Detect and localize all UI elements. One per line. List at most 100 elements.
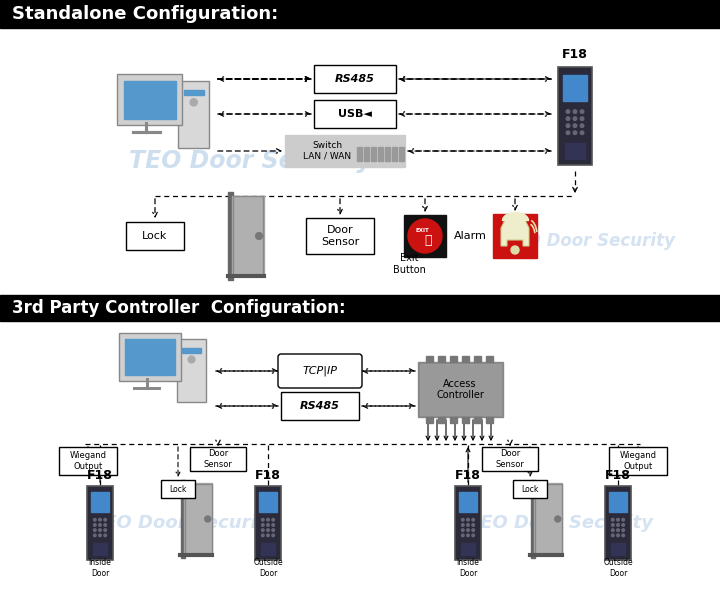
Circle shape — [99, 524, 102, 526]
Bar — [474, 417, 480, 423]
Bar — [0, 321, 720, 591]
FancyBboxPatch shape — [558, 67, 592, 165]
Bar — [0, 295, 720, 321]
Bar — [485, 356, 492, 362]
Bar — [184, 90, 204, 95]
FancyBboxPatch shape — [233, 196, 264, 275]
Bar — [181, 480, 184, 558]
Circle shape — [580, 117, 584, 121]
Circle shape — [188, 356, 195, 363]
Circle shape — [622, 518, 624, 521]
Text: TEO Door Security: TEO Door Security — [467, 514, 652, 532]
FancyBboxPatch shape — [59, 447, 117, 475]
Text: RS485: RS485 — [335, 74, 375, 84]
Bar — [438, 356, 444, 362]
Text: LAN / WAN: LAN / WAN — [303, 151, 351, 161]
Bar — [125, 339, 174, 375]
Circle shape — [611, 534, 614, 537]
FancyBboxPatch shape — [306, 218, 374, 254]
Circle shape — [566, 117, 570, 121]
Text: Door
Sensor: Door Sensor — [204, 449, 233, 469]
Circle shape — [566, 124, 570, 128]
Bar — [485, 417, 492, 423]
Circle shape — [611, 524, 614, 526]
Circle shape — [511, 246, 519, 254]
Circle shape — [573, 124, 577, 128]
FancyBboxPatch shape — [177, 339, 207, 402]
Bar — [124, 81, 176, 119]
Text: Outside
Door: Outside Door — [603, 558, 633, 577]
FancyBboxPatch shape — [119, 333, 181, 381]
Text: TEO Door Security: TEO Door Security — [505, 232, 675, 250]
Bar — [392, 147, 397, 161]
Circle shape — [104, 524, 107, 526]
Text: Outside
Door: Outside Door — [253, 558, 283, 577]
Bar — [418, 362, 503, 417]
FancyBboxPatch shape — [482, 447, 538, 471]
Bar — [371, 147, 376, 161]
Bar — [357, 147, 362, 161]
Circle shape — [261, 534, 264, 537]
FancyBboxPatch shape — [87, 486, 113, 560]
Circle shape — [99, 518, 102, 521]
Bar — [93, 543, 107, 555]
Circle shape — [611, 529, 614, 531]
Bar — [462, 356, 469, 362]
Circle shape — [622, 524, 624, 526]
Bar — [182, 348, 201, 353]
Circle shape — [104, 534, 107, 537]
Bar — [0, 0, 720, 28]
Bar — [438, 417, 444, 423]
Bar — [534, 483, 562, 554]
Text: Exit
Button: Exit Button — [392, 253, 426, 275]
Text: Controller: Controller — [436, 390, 484, 400]
Circle shape — [99, 529, 102, 531]
Bar — [531, 480, 534, 558]
Circle shape — [99, 534, 102, 537]
Text: Wiegand
Output: Wiegand Output — [619, 452, 657, 470]
Text: Door
Sensor: Door Sensor — [495, 449, 524, 469]
Circle shape — [94, 524, 96, 526]
Circle shape — [261, 529, 264, 531]
Circle shape — [104, 518, 107, 521]
Bar — [462, 417, 469, 423]
Circle shape — [472, 534, 474, 537]
Text: TEO Door Security: TEO Door Security — [129, 149, 372, 173]
Circle shape — [190, 99, 197, 106]
Circle shape — [611, 518, 614, 521]
Text: Access: Access — [444, 379, 477, 389]
Circle shape — [617, 529, 619, 531]
Circle shape — [462, 534, 464, 537]
Bar — [285, 135, 405, 167]
FancyBboxPatch shape — [534, 484, 562, 554]
Circle shape — [573, 117, 577, 121]
Bar — [461, 543, 475, 555]
FancyBboxPatch shape — [256, 486, 281, 560]
Text: Lock: Lock — [169, 485, 186, 493]
Bar — [609, 492, 627, 512]
Circle shape — [622, 534, 624, 537]
Polygon shape — [501, 220, 529, 246]
Bar — [426, 356, 433, 362]
Circle shape — [617, 534, 619, 537]
FancyBboxPatch shape — [609, 447, 667, 475]
Circle shape — [462, 529, 464, 531]
Text: Switch: Switch — [312, 141, 342, 151]
Text: Lock: Lock — [521, 485, 539, 493]
Circle shape — [472, 524, 474, 526]
Circle shape — [554, 516, 561, 522]
Circle shape — [467, 534, 469, 537]
Circle shape — [272, 524, 274, 526]
FancyBboxPatch shape — [184, 484, 212, 554]
Bar — [426, 417, 433, 423]
Bar — [0, 28, 720, 296]
Circle shape — [408, 219, 442, 253]
Text: Wiegand
Output: Wiegand Output — [70, 452, 107, 470]
Circle shape — [104, 529, 107, 531]
Bar — [364, 147, 369, 161]
Circle shape — [462, 518, 464, 521]
FancyBboxPatch shape — [314, 100, 396, 128]
Text: F18: F18 — [87, 469, 113, 482]
Circle shape — [272, 529, 274, 531]
Text: Inside
Door: Inside Door — [89, 558, 112, 577]
